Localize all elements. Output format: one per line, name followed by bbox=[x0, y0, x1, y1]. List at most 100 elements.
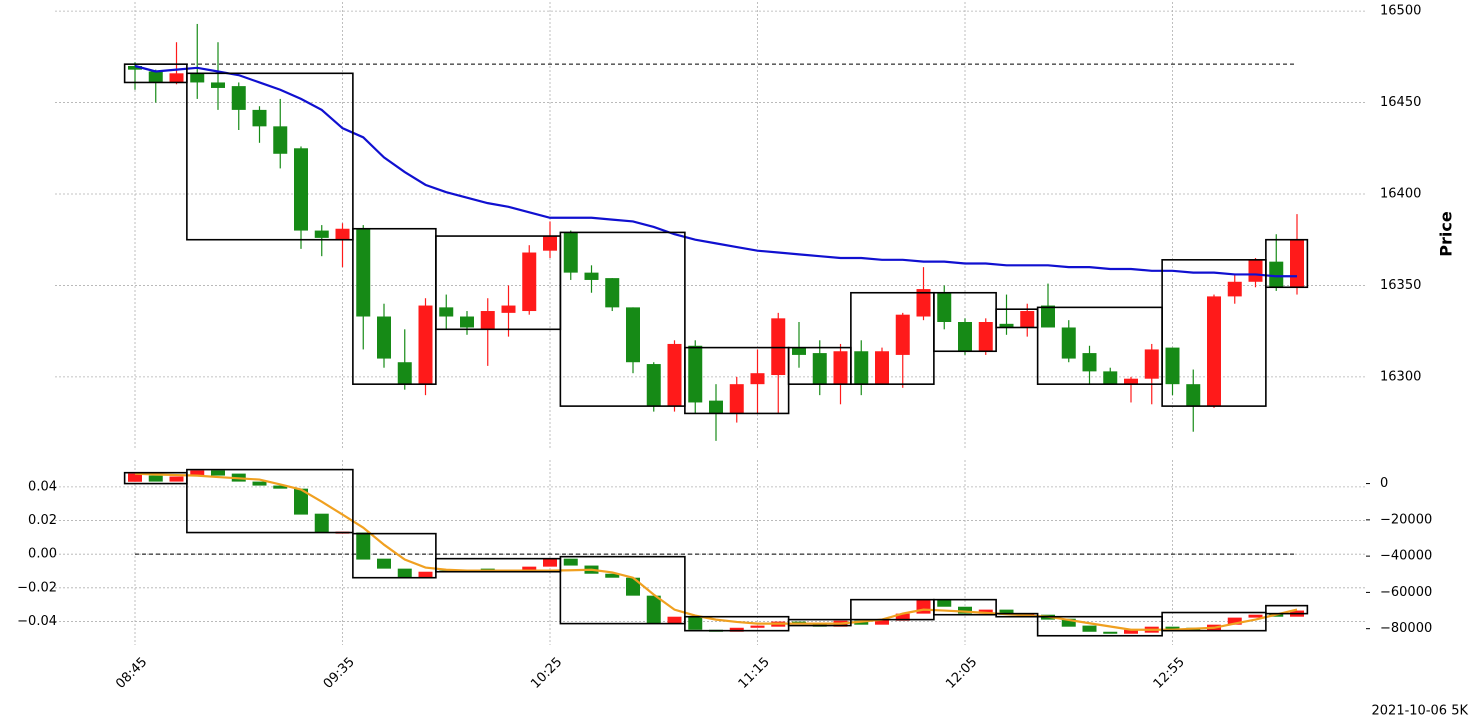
range-box bbox=[1036, 615, 1163, 637]
y-tick-label: 16450 bbox=[1380, 95, 1421, 110]
candle-body bbox=[1248, 614, 1263, 618]
candle-body bbox=[605, 573, 620, 578]
candle-body bbox=[1227, 617, 1242, 625]
candle-body bbox=[1082, 625, 1097, 632]
candle-body bbox=[314, 513, 329, 533]
candle-body bbox=[667, 616, 682, 624]
candle-body bbox=[460, 316, 474, 328]
range-box bbox=[559, 231, 686, 407]
candle-body bbox=[148, 475, 163, 482]
candle-body bbox=[273, 485, 288, 489]
candle-body bbox=[1207, 296, 1221, 407]
candle-body bbox=[792, 347, 806, 355]
candle-body bbox=[1082, 353, 1097, 372]
y2-tick-label: 0 bbox=[1380, 476, 1388, 491]
candle-body bbox=[480, 311, 495, 330]
candle-body bbox=[169, 476, 184, 482]
y2-tick-label: −60000 bbox=[1380, 585, 1432, 600]
candle-body bbox=[522, 252, 537, 312]
candle-body bbox=[999, 609, 1014, 615]
candle-body bbox=[439, 307, 454, 317]
y-tick-label: 0.02 bbox=[28, 513, 57, 528]
candle-body bbox=[854, 351, 869, 385]
candle-body bbox=[1061, 618, 1076, 627]
candle-body bbox=[1041, 305, 1055, 328]
range-box bbox=[1265, 238, 1309, 289]
candle-body bbox=[397, 362, 412, 385]
candle-body bbox=[646, 364, 661, 407]
candle-body bbox=[978, 322, 993, 352]
candle-body bbox=[1124, 629, 1138, 634]
candle-body bbox=[1248, 259, 1263, 282]
candle-body bbox=[356, 532, 371, 560]
range-box bbox=[352, 532, 437, 579]
candle-body bbox=[1103, 371, 1118, 385]
candle-body bbox=[563, 558, 578, 566]
range-box bbox=[933, 598, 997, 616]
candle-body bbox=[231, 86, 246, 110]
candle-body bbox=[916, 289, 931, 317]
candle-body bbox=[626, 577, 640, 596]
candle-body bbox=[1186, 384, 1201, 407]
candle-body bbox=[1144, 349, 1159, 379]
y2-tick-label: −40000 bbox=[1380, 549, 1432, 564]
candle-body bbox=[833, 351, 848, 385]
candle-body bbox=[999, 323, 1014, 328]
candle-body bbox=[1103, 631, 1118, 634]
y-tick-label: 0.04 bbox=[28, 479, 57, 494]
candle-body bbox=[397, 568, 412, 578]
candle-body bbox=[688, 345, 703, 403]
candle-body bbox=[895, 314, 910, 355]
candle-body bbox=[626, 307, 640, 363]
x-tick-label: 10:25 bbox=[528, 655, 565, 692]
candle-body bbox=[148, 71, 163, 83]
candle-body bbox=[1290, 239, 1304, 288]
candle-body bbox=[1124, 378, 1138, 385]
candle-body bbox=[750, 625, 765, 628]
range-box bbox=[1036, 306, 1163, 385]
candle-body bbox=[543, 236, 557, 251]
y-tick-label: 16500 bbox=[1380, 4, 1421, 19]
x-tick-label: 12:55 bbox=[1151, 655, 1188, 692]
x-tick-label: 11:15 bbox=[736, 655, 773, 692]
candle-body bbox=[709, 400, 723, 414]
range-box bbox=[1265, 604, 1309, 615]
candle-body bbox=[418, 305, 433, 385]
candle-body bbox=[646, 595, 661, 624]
candle-body bbox=[875, 619, 889, 625]
candle-body bbox=[771, 318, 786, 376]
candle-body bbox=[667, 343, 682, 407]
candle-body bbox=[729, 384, 744, 414]
range-box bbox=[1161, 259, 1267, 407]
candle-body bbox=[750, 373, 765, 385]
y2-tick-label: −20000 bbox=[1380, 512, 1432, 527]
y-tick-label: 0.00 bbox=[28, 547, 57, 562]
candle-body bbox=[377, 558, 391, 569]
footer: 2021-10-06 5K bbox=[1372, 704, 1469, 719]
y-tick-label: 16300 bbox=[1380, 369, 1421, 384]
y2-tick-label: −80000 bbox=[1380, 621, 1432, 636]
candle-body bbox=[543, 558, 557, 567]
candle-body bbox=[1227, 281, 1242, 297]
y-axis-label: Price bbox=[1437, 211, 1456, 257]
candle-body bbox=[211, 82, 225, 88]
range-box bbox=[995, 612, 1039, 618]
candle-body bbox=[729, 627, 744, 632]
candle-body bbox=[958, 322, 972, 352]
candle-body bbox=[294, 148, 308, 231]
candle-body bbox=[169, 73, 184, 83]
candle-body bbox=[128, 473, 142, 482]
candle-body bbox=[958, 606, 972, 614]
candle-body bbox=[211, 470, 225, 476]
range-box bbox=[435, 235, 562, 331]
candle-body bbox=[812, 353, 827, 385]
range-box bbox=[1161, 611, 1267, 632]
candle-body bbox=[688, 616, 703, 630]
candle-body bbox=[1020, 311, 1035, 328]
grid-layer bbox=[55, 2, 1365, 645]
candle-body bbox=[937, 599, 952, 607]
candle-body bbox=[895, 613, 910, 621]
candle-body bbox=[563, 232, 578, 273]
candle-body bbox=[605, 278, 620, 308]
